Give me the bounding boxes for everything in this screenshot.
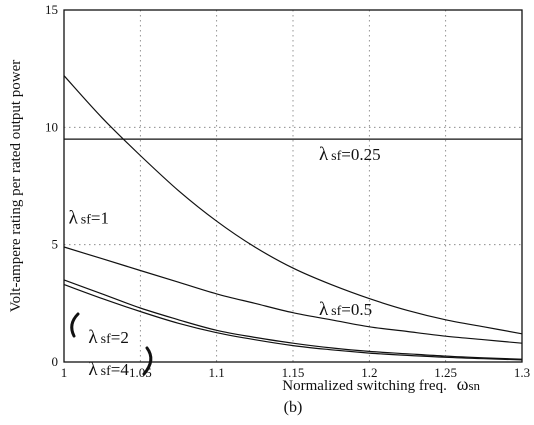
curve-label-3: λ sf=2: [88, 327, 128, 348]
series-line-2: [63, 246, 523, 344]
x-axis-label-symbol: ω: [457, 374, 469, 394]
curve-label-0: λ sf=0.25: [319, 144, 381, 165]
x-tick-label: 1.3: [514, 365, 530, 380]
y-axis-label: Volt-ampere rating per rated output powe…: [8, 60, 24, 313]
x-tick-label: 1.25: [434, 365, 457, 380]
x-tick-label: 1: [61, 365, 68, 380]
series-line-4: [63, 284, 523, 361]
x-axis-label: Normalized switching freq. ωsn: [282, 374, 480, 394]
x-tick-label: 1.2: [361, 365, 377, 380]
plot-frame: [63, 9, 523, 363]
curve-label-2: λ sf=1: [69, 208, 109, 229]
series-line-3: [63, 279, 523, 360]
x-tick-label: 1.1: [209, 365, 225, 380]
x-tick-label: 1.15: [282, 365, 305, 380]
y-tick-label: 5: [52, 237, 59, 252]
grid: [64, 10, 522, 362]
x-axis-label-text: Normalized switching freq.: [282, 378, 447, 394]
curve-label-4: λ sf=4: [88, 359, 129, 380]
y-tick-label: 10: [45, 119, 58, 134]
curve-label-1: λ sf=0.5: [319, 299, 372, 320]
y-tick-label: 0: [52, 354, 59, 369]
brace-left: [70, 312, 80, 338]
annotations: λ sf=0.25 λ sf=0.5 λ sf=1 λ sf=2 λ sf=4: [69, 144, 381, 380]
x-tick-label: 1.05: [129, 365, 152, 380]
curves: [63, 75, 523, 361]
x-axis-label-subscript: sn: [468, 378, 480, 393]
figure-caption: (b): [284, 399, 303, 416]
tick-labels: 1 1.05 1.1 1.15 1.2 1.25 1.3 0 5 10 15: [45, 2, 530, 380]
brace-right: [142, 346, 153, 376]
series-line-1: [63, 75, 523, 335]
y-tick-label: 15: [45, 2, 58, 17]
